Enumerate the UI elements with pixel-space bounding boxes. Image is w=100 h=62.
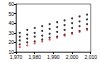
svg-text:1,980: 1,980: [28, 54, 41, 60]
svg-text:2,000: 2,000: [66, 54, 79, 60]
svg-text:1,970: 1,970: [10, 54, 23, 60]
svg-text:40: 40: [8, 20, 14, 26]
svg-text:30: 30: [8, 30, 14, 36]
svg-text:10: 10: [8, 49, 14, 55]
svg-text:60: 60: [8, 1, 14, 7]
svg-text:2,010: 2,010: [84, 54, 97, 60]
svg-text:1,990: 1,990: [47, 54, 60, 60]
svg-text:20: 20: [8, 39, 14, 45]
svg-text:50: 50: [8, 11, 14, 17]
